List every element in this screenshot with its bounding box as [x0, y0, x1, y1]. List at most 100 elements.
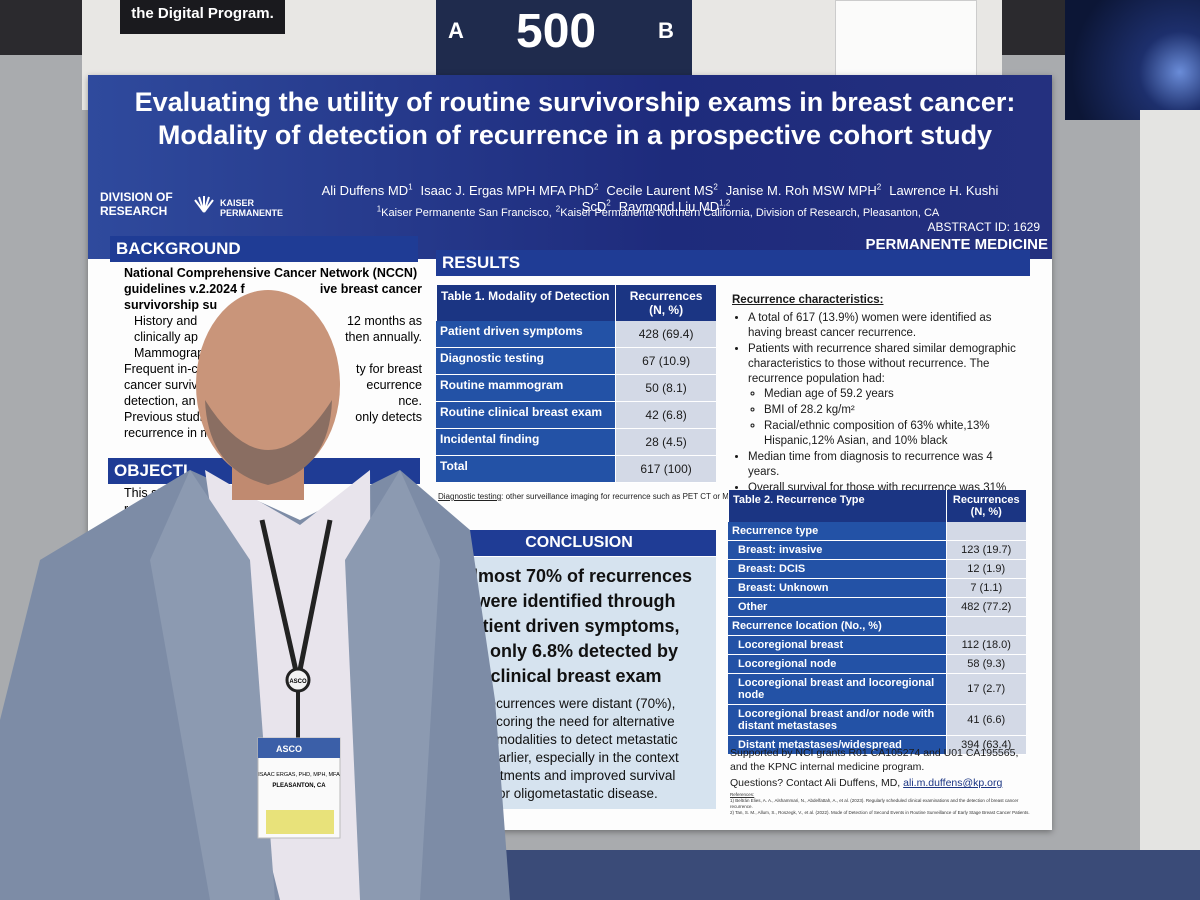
conclusion-line: for oligometastatic disease.	[494, 786, 658, 801]
table-row: Routine mammogram 50 (8.1)	[436, 375, 716, 402]
conclusion-main: Almost 70% of recurrences were identified…	[440, 564, 712, 689]
conclusion-line: es earlier, especially in the context	[473, 750, 679, 765]
table-note: Diagnostic testing: other surveillance i…	[438, 492, 737, 501]
sub-bullet: Racial/ethnic composition of 63% white,1…	[764, 419, 1026, 449]
table-row: Other 482 (77.2)	[728, 598, 1026, 617]
author: Isaac J. Ergas MPH MFA PhD2	[421, 183, 599, 198]
text-fragment: recurrence in m	[124, 426, 211, 440]
affiliation: 2Kaiser Permanente Northern California, …	[556, 204, 940, 219]
sub-bullet: BMI of 28.2 kg/m²	[764, 403, 1026, 418]
table-1: Table 1. Modality of Detection Recurrence…	[436, 285, 716, 483]
head	[196, 290, 340, 480]
author-sup: 1	[408, 183, 413, 192]
badge-band	[258, 738, 340, 758]
row-value: 12 (1.9)	[945, 560, 1026, 579]
row-value: 42 (6.8)	[615, 402, 716, 429]
row-label: Routine clinical breast exam	[436, 402, 616, 429]
row-value: 67 (10.9)	[615, 348, 716, 375]
affiliation-text: Kaiser Permanente San Francisco,	[381, 206, 552, 219]
table-row: Breast: Unknown 7 (1.1)	[728, 579, 1026, 598]
row-value: 7 (1.1)	[945, 579, 1026, 598]
row-value-empty	[945, 617, 1026, 636]
table-row: Total 617 (100)	[436, 456, 716, 483]
text-fragment: guidelines v.2.2024 f	[124, 282, 245, 296]
table-row: Recurrence location (No., %)	[728, 617, 1026, 636]
poster-title: Evaluating the utility of routine surviv…	[134, 87, 1016, 150]
row-label: Patient driven symptoms	[436, 321, 616, 348]
affiliation-sup: 1	[376, 204, 382, 213]
row-value: 617 (100)	[615, 456, 716, 483]
conclusion-line: erscoring the need for alternative	[477, 714, 675, 729]
background-text: National Comprehensive Cancer Network (N…	[112, 266, 422, 442]
author-sup: 1,2	[719, 198, 731, 208]
header-cell: Recurrences (N, %)	[615, 285, 716, 321]
author: Cecile Laurent MS2	[606, 183, 717, 198]
row-label: Locoregional breast and/or node with dis…	[728, 705, 946, 736]
text-line: clinically ap then annually.	[112, 330, 422, 346]
badge-city: PLEASANTON, CA	[272, 783, 326, 789]
text-fragment: ive breast cancer	[319, 282, 422, 296]
section-heading: RESULTS	[436, 250, 1030, 276]
author: Raymond Liu MD1,2	[618, 198, 731, 214]
row-label: Distant metastases/widespread	[728, 736, 946, 755]
text-fragment: National Comprehensive Cancer Network (N…	[124, 266, 418, 280]
conclusion-line: were identified through	[476, 591, 676, 611]
author: Lawrence H. Kushi ScD2	[582, 183, 999, 213]
author-name: Raymond Liu MD	[618, 198, 720, 214]
table-row: Incidental finding 28 (4.5)	[436, 429, 716, 456]
table-header: Table 2. Recurrence Type Recurrences (N, …	[728, 490, 1026, 522]
row-label: Routine mammogram	[436, 375, 616, 402]
table-row: Distant metastases/widespread 394 (63.4)	[728, 736, 1026, 755]
conclusion-line: Almost 70% of recurrences	[459, 566, 693, 586]
text-fragment: Mammograp	[134, 346, 205, 360]
row-label: Total	[436, 456, 616, 483]
table-row: Locoregional node 58 (9.3)	[728, 655, 1026, 674]
row-value: 123 (19.7)	[945, 541, 1026, 560]
person: ASCO ASCO ISAAC ERGAS, PHD, MPH, MFA PLE…	[0, 290, 510, 900]
bullet-list: A total of 617 (13.9%) women were identi…	[732, 311, 1026, 511]
author-sup: 2	[713, 183, 718, 192]
row-value: 428 (69.4)	[615, 321, 716, 348]
row-label: Diagnostic testing	[436, 348, 616, 375]
author: Ali Duffens MD1	[322, 183, 413, 198]
text-line: Mammograp	[112, 346, 422, 362]
row-label: Breast: invasive	[728, 541, 946, 560]
board-right: B	[658, 18, 674, 43]
table-row: Locoregional breast 112 (18.0)	[728, 636, 1026, 655]
author-sup: 2	[593, 183, 599, 192]
text-fragment: 12 months as	[346, 314, 422, 328]
poster-header	[88, 75, 1052, 259]
text-fragment: Frequent in-c	[124, 362, 198, 376]
badge-name: ISAAC ERGAS, PHD, MPH, MFA	[258, 772, 340, 778]
row-value: 112 (18.0)	[945, 636, 1026, 655]
row-label: Breast: DCIS	[728, 560, 946, 579]
author-name: Lawrence H. Kushi ScD	[581, 183, 999, 214]
row-value: 58 (9.3)	[945, 655, 1026, 674]
text-line: National Comprehensive Cancer Network (N…	[112, 266, 422, 282]
logo-pm: PERMANENTE MEDICINE	[865, 236, 1048, 253]
questions-text: Questions? Contact Ali Duffens, MD,	[730, 777, 901, 789]
badge-brand: ASCO	[276, 744, 302, 754]
lanyard-tag: ASCO	[289, 679, 307, 685]
questions: Questions? Contact Ali Duffens, MD, ali.…	[730, 775, 1030, 791]
affiliation-text: Kaiser Permanente Northern California, D…	[560, 206, 940, 219]
references-heading: References:	[730, 792, 755, 797]
characteristics: Recurrence characteristics: A total of 6…	[732, 293, 1026, 512]
text-line: survivorship su	[112, 298, 422, 314]
text-line: guidelines v.2.2024 f ive breast cancer	[112, 282, 422, 298]
sub-list: Median age of 59.2 yearsBMI of 28.2 kg/m…	[748, 387, 1026, 449]
board-number-text: 500	[516, 5, 597, 58]
board-number: A 500 B	[436, 0, 692, 84]
text-fragment: ty for breast	[356, 362, 422, 376]
row-label: Recurrence location (No., %)	[728, 617, 946, 636]
row-value: 41 (6.6)	[945, 705, 1026, 736]
section-heading: BACKGROUND	[110, 236, 418, 262]
row-value: 50 (8.1)	[615, 375, 716, 402]
board-left: A	[448, 18, 464, 43]
text-line: Previous studi only detects	[112, 410, 422, 426]
text-line: cancer surviv ecurrence	[112, 378, 422, 394]
text-fragment: detection, an	[124, 394, 196, 408]
logo-division: DIVISION OF RESEARCH	[100, 190, 173, 218]
bullet: A total of 617 (13.9%) women were identi…	[748, 311, 1026, 341]
